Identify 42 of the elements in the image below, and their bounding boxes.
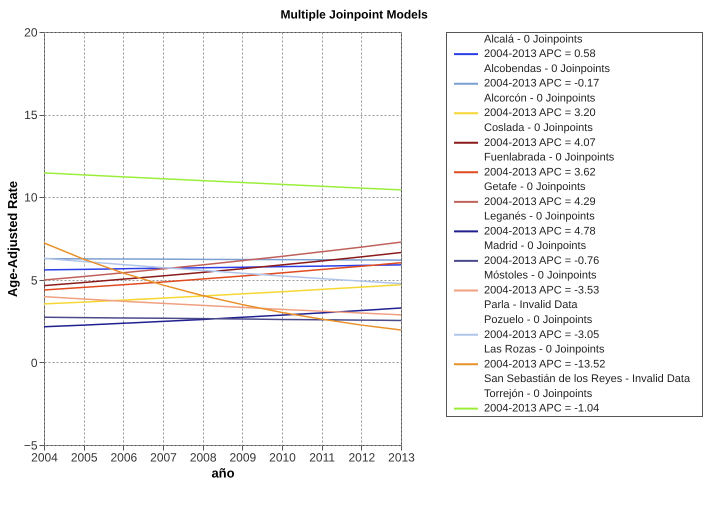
y-axis-title: Age-Adjusted Rate: [4, 180, 20, 298]
x-tick-label: 2007: [150, 450, 178, 464]
x-tick-label: 2011: [309, 450, 336, 464]
x-tick-label: 2004: [31, 450, 58, 464]
legend-label: Leganés - 0 Joinpoints 2004-2013 APC = 4.78: [484, 210, 596, 238]
legend-label: Coslada - 0 Joinpoints 2004-2013 APC = 4.07: [484, 122, 596, 149]
line-series: [43, 172, 402, 191]
chart-title: Multiple Joinpoint Models: [280, 8, 428, 22]
y-tick-label: 0: [30, 356, 38, 370]
legend-label: Móstoles - 0 Joinpoints 2004-2013 APC = -3.53: [484, 270, 600, 296]
line-series: [43, 296, 402, 316]
y-tick-label: 15: [24, 108, 38, 122]
line-series: [43, 284, 402, 305]
legend-label: Fuenlabrada - 0 Joinpoints 2004-2013 APC = 3.62: [484, 152, 615, 178]
x-tick-label: 2009: [229, 450, 257, 464]
y-tick-label: 5: [30, 273, 38, 288]
text: Parla - Invalid Data: [484, 299, 578, 312]
line-series: [43, 262, 402, 291]
line-series: [43, 241, 402, 281]
y-tick-label: 10: [24, 190, 38, 205]
legend-label: Getafe - 0 Joinpoints 2004-2013 APC = 4.29: [484, 181, 596, 208]
text: San Sebastián de los Reyes - Invalid Data: [484, 373, 691, 386]
legend-label: Alcobendas - 0 Joinpoints 2004-2013 APC = -0.17: [484, 62, 610, 90]
legend-label: Torrejón - 0 Joinpoints 2004-2013 APC = -1.04: [484, 388, 600, 415]
legend-label: Madrid - 0 Joinpoints 2004-2013 APC = -0.76: [484, 240, 600, 267]
legend-label: Alcorcón - 0 Joinpoints 2004-2013 APC = 3.20: [484, 92, 596, 120]
x-tick-label: 2006: [110, 450, 138, 464]
line-series: [43, 307, 402, 328]
x-tick-label: 2010: [269, 450, 296, 464]
legend-label: Pozuelo - 0 Joinpoints 2004-2013 APC = -3.05: [484, 314, 600, 341]
line-series: [43, 258, 402, 284]
line-series: [43, 252, 402, 286]
x-axis-title: año: [211, 466, 235, 480]
y-tick-label: −5: [24, 438, 38, 452]
x-tick-label: 2008: [190, 450, 217, 464]
line-series: [43, 242, 402, 331]
x-tick-label: 2012: [348, 450, 376, 464]
y-tick-label: 20: [24, 26, 38, 40]
x-tick-label: 2005: [70, 450, 98, 464]
legend-label: Las Rozas - 0 Joinpoints 2004-2013 APC = -13.52: [484, 344, 606, 370]
x-tick-label: 2013: [388, 450, 416, 464]
legend-label: Alcalá - 0 Joinpoints 2004-2013 APC = 0.58: [484, 33, 596, 60]
